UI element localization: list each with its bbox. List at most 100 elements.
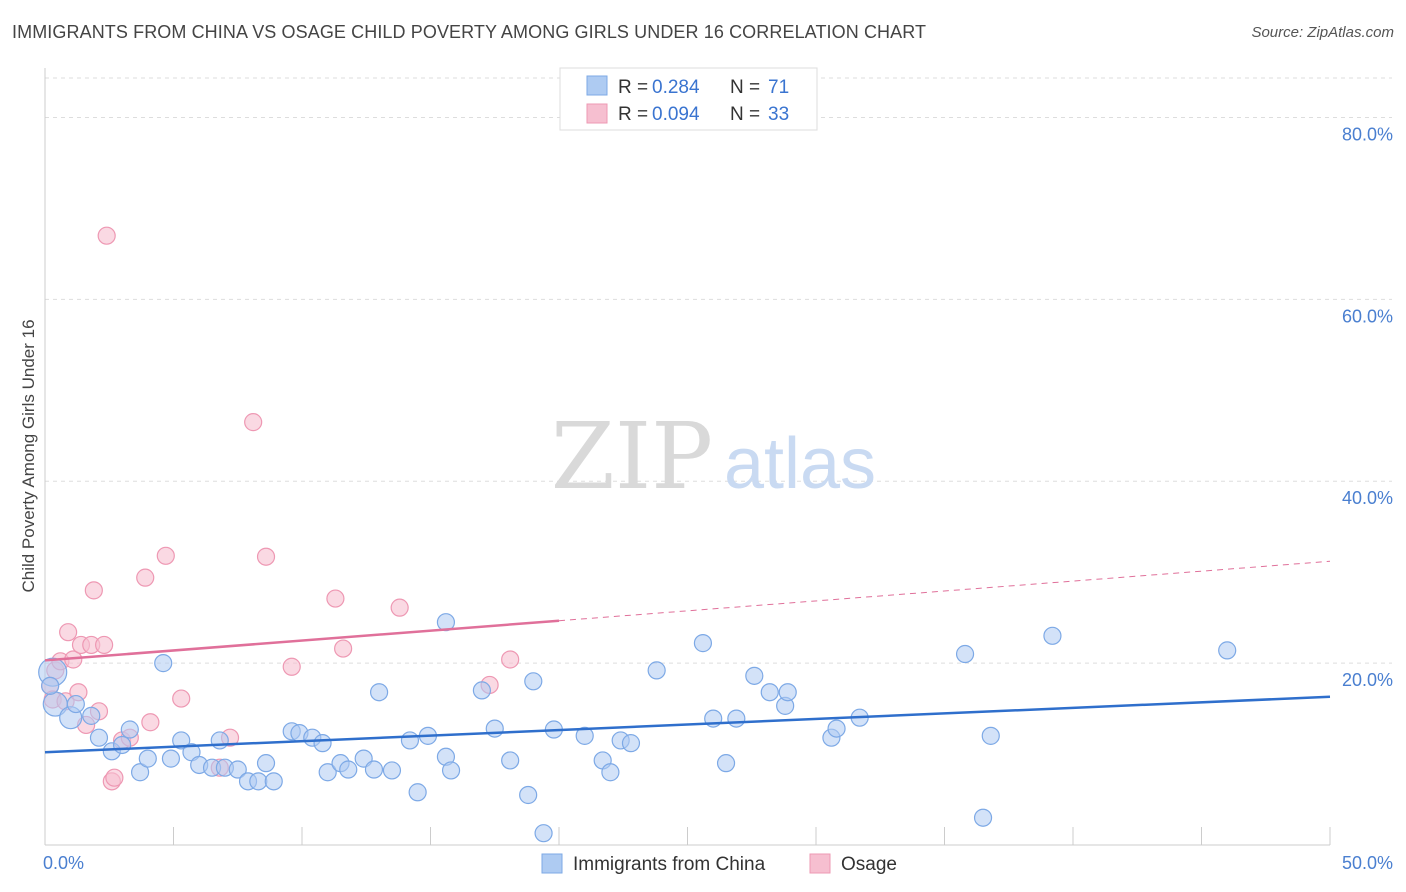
chart-source: Source: ZipAtlas.com (1251, 24, 1394, 41)
china-point (138, 749, 157, 768)
china-point (172, 731, 191, 750)
grid (45, 77, 1392, 664)
china-point (89, 728, 109, 747)
legend-n-label-osage: N = (730, 104, 760, 125)
china-point (601, 763, 620, 782)
bottom-legend-swatch-osage (809, 853, 831, 874)
china-point (575, 726, 594, 745)
osage-point (97, 226, 116, 245)
legend-r-value-osage: 0.094 (652, 104, 700, 125)
china-point (154, 654, 173, 673)
osage-point (334, 639, 353, 658)
china-point (1218, 641, 1237, 660)
osage-point (390, 598, 409, 617)
y-tick-label: 20.0% (1342, 670, 1393, 690)
china-point (1043, 626, 1062, 645)
osage-point (136, 568, 155, 587)
china-point (485, 719, 504, 738)
china-point (256, 754, 276, 773)
china-point (827, 719, 846, 738)
watermark-atlas: atlas (724, 424, 876, 504)
y-tick-label: 60.0% (1342, 306, 1393, 326)
china-point (318, 763, 337, 782)
china-point (693, 634, 713, 653)
china-point (727, 709, 746, 728)
china-point (339, 760, 358, 779)
osage-point (95, 635, 114, 655)
china-point (524, 672, 543, 691)
legend-r-label-china: R = (618, 77, 648, 98)
legend-n-value-osage: 33 (768, 104, 789, 125)
osage-point (501, 650, 520, 669)
china-point (313, 734, 332, 753)
legend-swatch-china (586, 75, 608, 96)
tick-labels: 20.0% 40.0% 60.0% 80.0% 0.0% 50.0% (43, 124, 1393, 873)
bottom-legend-label-china: Immigrants from China (573, 854, 766, 875)
legend-swatch-osage (586, 103, 608, 124)
osage-trend-line-dashed (558, 560, 1331, 622)
china-trend-line (44, 695, 1331, 754)
china-point (534, 824, 553, 843)
osage-point (172, 689, 191, 708)
china-point (364, 760, 384, 779)
trend-lines (44, 560, 1331, 754)
china-point (955, 644, 975, 664)
china-point (120, 720, 139, 739)
china-point (760, 683, 779, 702)
y-tick-label: 80.0% (1342, 124, 1393, 144)
china-point (400, 731, 420, 750)
osage-point (244, 413, 263, 432)
x-tick-label: 0.0% (43, 853, 84, 873)
china-point (130, 763, 150, 782)
legend-r-label-osage: R = (618, 104, 648, 125)
china-point (501, 751, 520, 770)
osage-point (84, 581, 103, 600)
osage-point (105, 768, 124, 787)
osage-point (156, 546, 175, 565)
china-point (370, 683, 389, 702)
china-point (161, 749, 181, 768)
osage-point (326, 589, 345, 608)
y-axis-label: Child Poverty Among Girls Under 16 (19, 319, 38, 592)
chart-title: IMMIGRANTS FROM CHINA VS OSAGE CHILD POV… (12, 22, 927, 42)
china-point (210, 731, 229, 750)
china-point (41, 676, 60, 695)
watermark: ZIP atlas (551, 403, 876, 510)
x-tick-label: 50.0% (1342, 853, 1393, 873)
china-point (82, 706, 101, 725)
china-point (519, 785, 538, 805)
china-point (408, 783, 427, 802)
legend: R = 0.284 N = 71 R = 0.094 N = 33 (559, 67, 818, 131)
osage-point (256, 547, 276, 566)
china-point (264, 772, 283, 791)
china-point (981, 726, 1000, 745)
y-tick-label: 40.0% (1342, 488, 1393, 508)
china-point (621, 734, 641, 753)
china-point (382, 761, 402, 780)
china-point (973, 808, 993, 827)
china-point (228, 760, 247, 779)
osage-points (41, 226, 520, 791)
watermark-zip: ZIP (551, 403, 713, 510)
legend-n-value-china: 71 (768, 77, 789, 98)
osage-point (59, 623, 78, 642)
osage-point (282, 657, 301, 676)
china-point (647, 661, 666, 680)
bottom-legend-label-osage: Osage (841, 854, 897, 875)
china-point (716, 754, 736, 773)
china-point (745, 666, 764, 685)
china-point (441, 761, 461, 780)
bottom-legend-swatch-china (541, 853, 563, 874)
china-point (66, 694, 85, 714)
china-point (112, 735, 132, 755)
legend-r-value-china: 0.284 (652, 77, 700, 98)
china-point (778, 683, 797, 702)
bottom-legend: Immigrants from China Osage (541, 853, 897, 875)
osage-point (141, 713, 160, 732)
osage-trend-line (44, 619, 560, 662)
china-point (472, 681, 491, 700)
axes (44, 68, 1331, 846)
china-point (249, 772, 268, 791)
legend-n-label-china: N = (730, 77, 760, 98)
